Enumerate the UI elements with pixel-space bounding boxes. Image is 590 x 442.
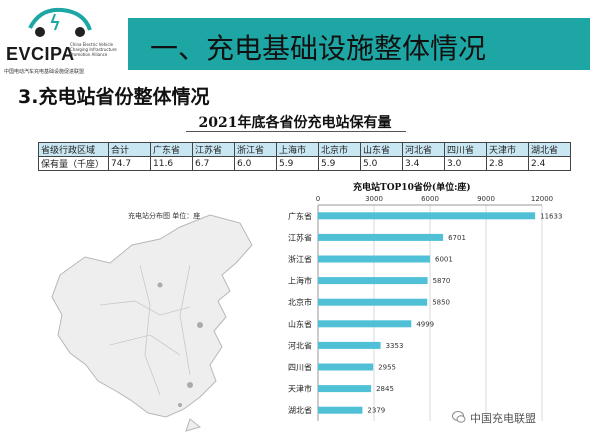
data-label: 4999 (416, 320, 434, 328)
table-cell: 3.4 (402, 156, 445, 171)
table-header-cell: 广东省 (150, 142, 193, 157)
bar-chart-title: 充电站TOP10省份(单位:座) (353, 183, 471, 193)
table-header-cell: 江苏省 (192, 142, 235, 157)
data-label: 5870 (433, 277, 451, 285)
bar (318, 255, 431, 263)
data-label: 5850 (432, 299, 450, 307)
table-title-underline (186, 131, 406, 132)
logo-org-name: 中国电动汽车充电基础设施促进联盟 (4, 69, 85, 75)
data-label: 3353 (386, 342, 404, 350)
bar (318, 320, 412, 328)
header-bar: 一、充电基础设施整体情况 (128, 18, 590, 70)
bar (318, 212, 536, 220)
table-header-cell: 湖北省 (528, 142, 571, 157)
category-label: 山东省 (288, 319, 312, 329)
watermark-text: 中国充电联盟 (470, 412, 536, 425)
map-title: 充电站分布图 单位：座 (128, 212, 201, 220)
category-label: 北京市 (288, 297, 312, 307)
table-cell: 5.9 (318, 156, 361, 171)
x-tick-label: 9000 (477, 195, 495, 203)
table-header-cell: 合计 (108, 142, 151, 157)
table-header-cell: 山东省 (360, 142, 403, 157)
evcipa-logo: EVCIPA China Electric Vehicle Charging I… (0, 0, 128, 78)
table-row: 保有量（千座） 74.7 11.6 6.7 6.0 5.9 5.9 5.0 3.… (38, 156, 571, 171)
table-header-cell: 浙江省 (234, 142, 277, 157)
category-label: 上海市 (288, 276, 312, 286)
table-header-cell: 四川省 (444, 142, 487, 157)
category-label: 浙江省 (288, 254, 312, 264)
section-subtitle: 3.充电站省份整体情况 (18, 86, 210, 108)
data-label: 2379 (367, 407, 385, 415)
table-header-cell: 省级行政区域 (38, 142, 109, 157)
china-map (40, 205, 275, 437)
bar (318, 277, 428, 285)
bar (318, 298, 428, 306)
table-cell: 5.9 (276, 156, 319, 171)
table-cell: 6.7 (192, 156, 235, 171)
plug-car-logo-icon (28, 7, 92, 37)
province-table: 省级行政区域 合计 广东省 江苏省 浙江省 上海市 北京市 山东省 河北省 四川… (38, 142, 571, 171)
data-label: 11633 (540, 212, 562, 220)
data-label: 2955 (378, 364, 396, 372)
logo-english-name: China Electric Vehicle Charging Infrastr… (70, 42, 117, 57)
bar (318, 233, 444, 241)
wechat-icon (452, 411, 466, 423)
table-header-cell: 河北省 (402, 142, 445, 157)
table-cell: 5.0 (360, 156, 403, 171)
x-tick-label: 0 (316, 195, 320, 203)
x-tick-label: 12000 (531, 195, 553, 203)
table-cell: 2.8 (486, 156, 529, 171)
table-header-cell: 天津市 (486, 142, 529, 157)
top10-bar-chart: 0 3000 6000 9000 12000 广东省 11633 江苏省 6701 浙江省 6001… (288, 195, 562, 421)
china-map-shape (51, 214, 253, 432)
data-label: 6001 (435, 256, 453, 264)
table-cell: 2.4 (528, 156, 571, 171)
x-tick-label: 6000 (421, 195, 439, 203)
bar (318, 406, 363, 414)
logo-wordmark: EVCIPA (6, 44, 75, 64)
category-label: 天津市 (288, 384, 312, 394)
bar (318, 363, 374, 371)
table-cell: 3.0 (444, 156, 487, 171)
table-cell: 74.7 (108, 156, 151, 171)
page-title: 一、充电基础设施整体情况 (150, 32, 487, 65)
table-cell: 保有量（千座） (38, 156, 109, 171)
bar (318, 341, 381, 349)
table-header-cell: 上海市 (276, 142, 319, 157)
data-label: 2845 (376, 385, 394, 393)
table-title: 2021年底各省份充电站保有量 (198, 115, 392, 131)
category-label: 广东省 (288, 211, 312, 221)
data-label: 6701 (448, 234, 466, 242)
category-label: 四川省 (288, 362, 312, 372)
category-label: 河北省 (288, 340, 312, 350)
x-tick-label: 3000 (365, 195, 383, 203)
table-cell: 6.0 (234, 156, 277, 171)
bar (318, 385, 372, 393)
category-label: 江苏省 (288, 232, 312, 242)
table-header-row: 省级行政区域 合计 广东省 江苏省 浙江省 上海市 北京市 山东省 河北省 四川… (38, 142, 571, 157)
category-label: 湖北省 (288, 405, 312, 415)
table-header-cell: 北京市 (318, 142, 361, 157)
table-cell: 11.6 (150, 156, 193, 171)
